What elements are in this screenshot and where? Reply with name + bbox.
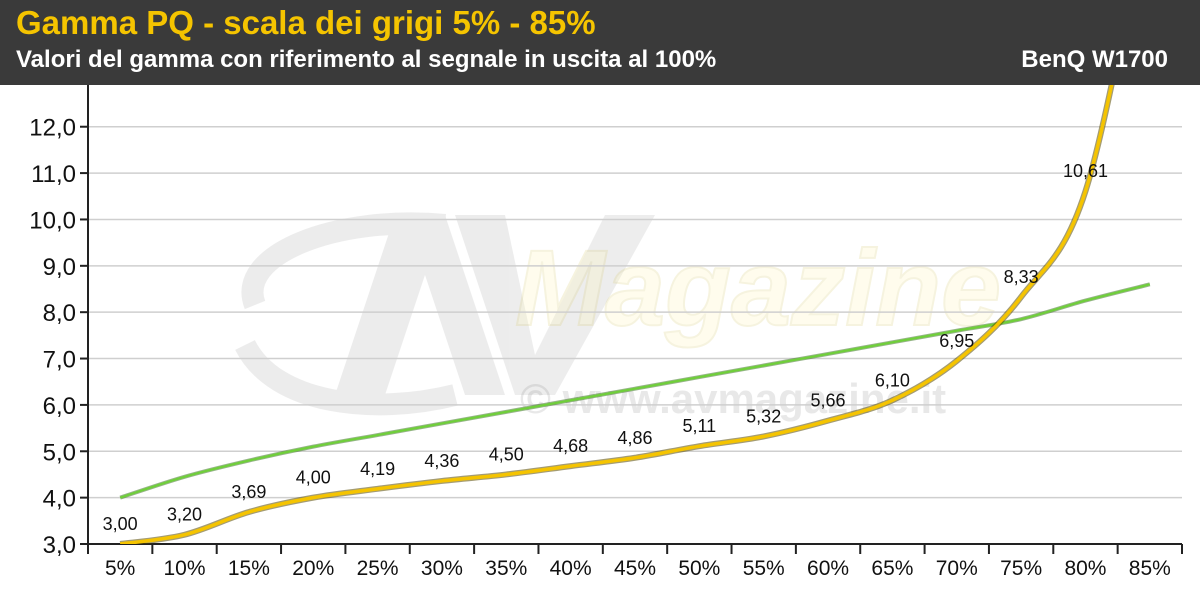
x-tick-label: 15% (228, 557, 270, 580)
x-tick-label: 30% (421, 557, 463, 580)
data-label: 3,20 (167, 505, 202, 525)
y-tick-label: 5,0 (43, 439, 76, 466)
x-tick-label: 60% (807, 557, 849, 580)
grid-lines (88, 125, 1182, 499)
data-label: 3,00 (103, 514, 138, 534)
measured-gamma-line (119, 85, 1114, 544)
product-name: BenQ W1700 (1021, 46, 1168, 73)
x-tick-label: 80% (1064, 557, 1106, 580)
data-label: 5,32 (746, 406, 781, 426)
y-tick-label: 3,0 (43, 532, 76, 559)
x-tick-label: 25% (357, 557, 399, 580)
x-tick-label: 85% (1129, 557, 1171, 580)
x-tick-label: 40% (550, 557, 592, 580)
chart-subtitle: Valori del gamma con riferimento al segn… (16, 46, 717, 73)
x-tick-label: 50% (678, 557, 720, 580)
data-label: 4,19 (360, 459, 395, 479)
y-tick-label: 11,0 (31, 161, 76, 188)
x-tick-label: 10% (164, 557, 206, 580)
x-tick-label: 55% (743, 557, 785, 580)
x-tick-label: 75% (1000, 557, 1042, 580)
chart-title: Gamma PQ - scala dei grigi 5% - 85% (16, 4, 596, 41)
data-label: 8,33 (1004, 267, 1039, 287)
data-label: 5,66 (811, 391, 846, 411)
y-tick-label: 10,0 (29, 207, 76, 234)
data-label: 5,11 (683, 416, 717, 436)
data-label: 4,00 (296, 468, 331, 488)
series-lines (119, 85, 1151, 544)
y-tick-label: 4,0 (43, 486, 76, 513)
y-tick-label: 8,0 (43, 300, 76, 327)
chart-header: Gamma PQ - scala dei grigi 5% - 85% Valo… (0, 0, 1200, 85)
x-tick-label: 65% (871, 557, 913, 580)
data-label: 6,10 (875, 370, 910, 390)
measured-gamma-line-outline (119, 85, 1115, 544)
x-tick-label: 20% (292, 557, 334, 580)
x-tick-label: 45% (614, 557, 656, 580)
y-tick-label: 6,0 (43, 393, 76, 420)
axes: 3,0 4,0 5,0 6,0 7,0 8,0 9,0 10,0 11,0 12,0 5% 10% 15… (29, 85, 1183, 580)
y-tick-label: 7,0 (43, 347, 76, 374)
data-label: 6,95 (939, 331, 974, 351)
gamma-chart: 3,0 4,0 5,0 6,0 7,0 8,0 9,0 10,0 11,0 12,0 5% 10% 15… (29, 85, 1183, 580)
data-label: 4,86 (617, 428, 652, 448)
data-label: 4,36 (424, 451, 459, 471)
x-tick-label: 35% (485, 557, 527, 580)
y-tick-label: 9,0 (43, 254, 76, 281)
data-label: 3,69 (231, 482, 266, 502)
reference-gamma-line-outline (119, 282, 1151, 500)
reference-gamma-line (119, 283, 1151, 499)
data-label: 4,50 (489, 444, 524, 464)
data-label: 4,68 (553, 436, 588, 456)
data-label: 10,61 (1063, 161, 1108, 181)
x-tick-label: 5% (105, 557, 135, 580)
y-tick-label: 12,0 (29, 115, 76, 142)
data-labels: 3,00 3,20 3,69 4,00 4,19 4,36 4,50 4,68 4,86 5,11… (103, 161, 1108, 534)
x-tick-label: 70% (936, 557, 978, 580)
